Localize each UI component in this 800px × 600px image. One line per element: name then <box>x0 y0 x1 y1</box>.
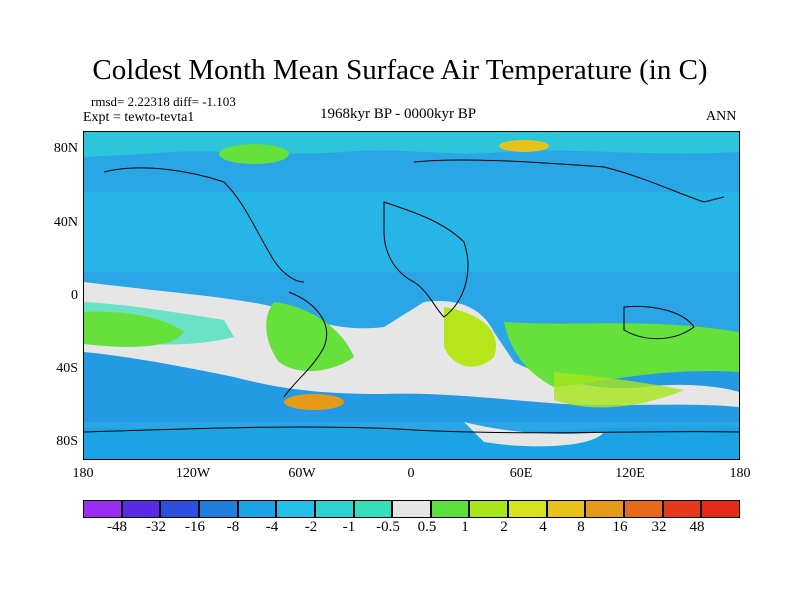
colorbar-box <box>430 500 470 518</box>
colorbar-box <box>546 500 586 518</box>
colorbar-box <box>314 500 354 518</box>
x-tick-120w: 120W <box>175 466 211 481</box>
x-tick-180w: 180 <box>72 466 94 481</box>
y-tick-40n: 40N <box>53 215 78 230</box>
colorbar-label-12: 4 <box>539 519 547 535</box>
season-label: ANN <box>706 109 737 124</box>
y-tick-40s: 40S <box>56 361 78 376</box>
x-tick-60w: 60W <box>288 466 316 481</box>
x-tick-0: 0 <box>407 466 415 481</box>
colorbar-label-16: 48 <box>689 519 705 535</box>
colorbar <box>83 500 740 518</box>
coastline-africa <box>383 201 469 318</box>
temperature-map <box>83 132 740 459</box>
colorbar-label-15: 32 <box>651 519 667 535</box>
colorbar-box <box>121 500 161 518</box>
colorbar-label-9: 0.5 <box>417 519 437 535</box>
mid-latitude-band-north <box>84 192 739 272</box>
y-tick-80n: 80N <box>53 141 78 156</box>
colorbar-label-14: 16 <box>612 519 628 535</box>
colorbar-label-1: -48 <box>107 519 127 535</box>
colorbar-box <box>276 500 315 518</box>
colorbar-label-7: -1 <box>342 519 356 535</box>
coastline-antarctica <box>83 426 740 434</box>
colorbar-label-10: 1 <box>461 519 469 535</box>
warm-zone-greenland <box>219 144 289 164</box>
colorbar-box <box>160 500 199 518</box>
warm-zone-arctic-siberia <box>499 140 549 152</box>
colorbar-box <box>237 500 277 518</box>
neutral-zone-tropics <box>84 282 739 407</box>
colorbar-box <box>469 500 509 518</box>
colorbar-label-5: -4 <box>265 519 279 535</box>
warm-zone-south-indian <box>554 372 684 408</box>
coastlines <box>83 159 740 434</box>
map-title: Coldest Month Mean Surface Air Temperatu… <box>92 54 708 86</box>
x-tick-120e: 120E <box>615 466 645 481</box>
coastline-north-america <box>103 167 305 283</box>
x-tick-60e: 60E <box>509 466 533 481</box>
y-tick-0: 0 <box>71 288 78 303</box>
colorbar-box <box>701 500 740 518</box>
warm-zone-south-america <box>266 302 354 372</box>
coastline-eurasia <box>413 159 725 203</box>
neutral-zone-antarctica <box>464 422 604 447</box>
colorbar-box <box>353 500 393 518</box>
warm-zone-south-africa <box>444 307 496 367</box>
colorbar-box <box>624 500 663 518</box>
colorbar-label-3: -16 <box>185 519 205 535</box>
warm-zone-indian-ocean <box>504 322 739 387</box>
coastline-australia <box>623 305 695 340</box>
colorbar-label-8: -0.5 <box>376 519 400 535</box>
hot-spot-antarctic-peninsula <box>284 394 344 410</box>
colorbar-label-4: -8 <box>226 519 240 535</box>
colorbar-box <box>508 500 547 518</box>
coastline-south-america <box>283 291 328 398</box>
stats-line: rmsd= 2.22318 diff= -1.103 <box>91 94 236 109</box>
map-panel <box>83 131 740 460</box>
colorbar-box <box>198 500 238 518</box>
antarctic-band <box>84 425 739 459</box>
colorbar-label-13: 8 <box>577 519 585 535</box>
y-tick-80s: 80S <box>56 434 78 449</box>
colorbar-box <box>83 500 122 518</box>
experiment-label: Expt = tewto-tevta1 <box>83 110 195 125</box>
colorbar-label-2: -32 <box>146 519 166 535</box>
colorbar-box <box>392 500 431 518</box>
colorbar-box <box>662 500 702 518</box>
warm-zone-south-pacific <box>84 311 184 347</box>
colorbar-box <box>585 500 625 518</box>
x-tick-180e: 180 <box>729 466 751 481</box>
colorbar-label-6: -2 <box>304 519 318 535</box>
colorbar-label-11: 2 <box>500 519 508 535</box>
period-label: 1968kyr BP - 0000kyr BP <box>320 106 477 122</box>
